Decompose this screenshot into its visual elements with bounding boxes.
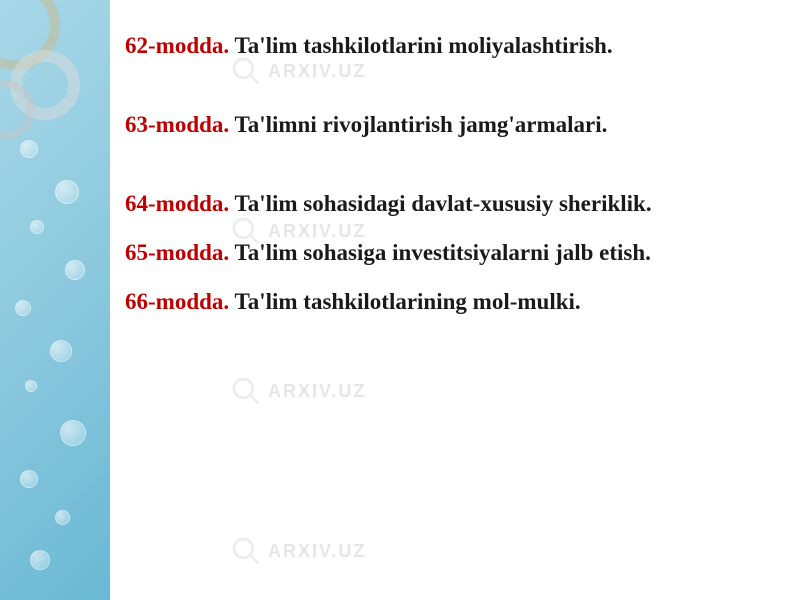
article-text: Ta'lim tashkilotlarining mol-mulki. (235, 289, 581, 314)
bubble (20, 470, 38, 488)
article-text: Ta'lim sohasiga investitsiyalarni jalb e… (235, 240, 651, 265)
bubble (55, 510, 70, 525)
magnifier-icon (230, 375, 262, 407)
watermark-text: ARXIV.UZ (268, 381, 366, 402)
bubble (50, 340, 72, 362)
article-entry: 66-modda. Ta'lim tashkilotlarining mol-m… (125, 286, 780, 317)
article-text: Ta'limni rivojlantirish jamg'armalari. (229, 112, 607, 137)
article-number: 62-modda. (125, 33, 229, 58)
bubble (15, 300, 31, 316)
watermark-text: ARXIV.UZ (268, 61, 366, 82)
article-number: 65-modda. (125, 240, 235, 265)
article-number: 64-modda. (125, 191, 229, 216)
watermark: ARXIV.UZ (230, 535, 366, 567)
magnifier-icon (230, 535, 262, 567)
article-entry: 63-modda. Ta'limni rivojlantirish jamg'a… (125, 109, 780, 140)
article-number: 63-modda. (125, 112, 229, 137)
watermark-text: ARXIV.UZ (268, 541, 366, 562)
bubble (55, 180, 79, 204)
article-number: 66-modda. (125, 289, 235, 314)
bubble (65, 260, 85, 280)
content-area: ARXIV.UZ ARXIV.UZ ARXIV.UZ ARXIV.UZ 62-m… (110, 0, 800, 600)
article-text: Ta'lim tashkilotlarini moliyalashtirish. (229, 33, 612, 58)
bubble (30, 220, 44, 234)
bubble (20, 140, 38, 158)
article-entry: 65-modda. Ta'lim sohasiga investitsiyala… (125, 237, 780, 268)
article-text: Ta'lim sohasidagi davlat-xususiy sherikl… (229, 191, 651, 216)
bubble (25, 380, 37, 392)
bubble (30, 550, 50, 570)
bubble (60, 420, 86, 446)
decorative-sidebar (0, 0, 110, 600)
article-entry: 64-modda. Ta'lim sohasidagi davlat-xusus… (125, 188, 780, 219)
watermark: ARXIV.UZ (230, 375, 366, 407)
article-entry: 62-modda. Ta'lim tashkilotlarini moliyal… (125, 30, 780, 61)
